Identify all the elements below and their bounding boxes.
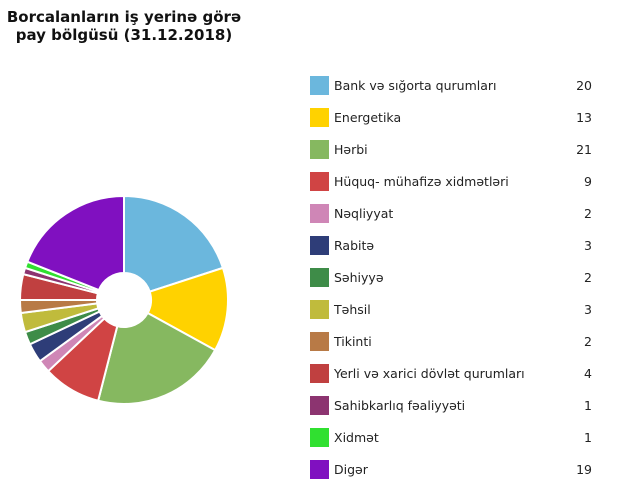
legend-label: Nəqliyyat	[334, 206, 394, 221]
chart-title-line-2: pay bölgüsü (31.12.2018)	[15, 26, 233, 44]
legend-item[interactable]: Səhiyyə 2	[310, 268, 592, 300]
legend-label: Rabitə	[334, 238, 375, 253]
legend-swatch	[310, 364, 329, 383]
legend-item[interactable]: Energetika 13	[310, 108, 592, 140]
legend-value: 2	[584, 334, 592, 349]
legend-swatch	[310, 460, 329, 479]
legend-label: Bank və sığorta qurumları	[334, 78, 497, 93]
legend-label: Hərbi	[334, 142, 368, 157]
legend-item[interactable]: Yerli və xarici dövlət qurumları 4	[310, 364, 592, 396]
legend-label: Digər	[334, 462, 368, 477]
chart-title: Borcalanların iş yerinə görə pay bölgüsü…	[0, 8, 248, 44]
legend-item[interactable]: Təhsil 3	[310, 300, 592, 332]
legend-item[interactable]: Bank və sığorta qurumları 20	[310, 76, 592, 108]
legend-value: 20	[576, 78, 592, 93]
legend-swatch	[310, 268, 329, 287]
legend-swatch	[310, 108, 329, 127]
legend-swatch	[310, 172, 329, 191]
legend-swatch	[310, 332, 329, 351]
pie-slice-1[interactable]	[123, 194, 225, 293]
legend: Bank və sığorta qurumları 20 Energetika …	[310, 76, 592, 492]
legend-value: 9	[584, 174, 592, 189]
legend-item[interactable]: Hüquq- mühafizə xidmətləri 9	[310, 172, 592, 204]
legend-item[interactable]: Digər 19	[310, 460, 592, 492]
legend-value: 2	[584, 270, 592, 285]
pie-slice-3[interactable]	[96, 311, 217, 405]
legend-label: Yerli və xarici dövlət qurumları	[334, 366, 525, 381]
legend-label: Təhsil	[334, 302, 371, 317]
legend-item[interactable]: Xidmət 1	[310, 428, 592, 460]
legend-value: 13	[576, 110, 592, 125]
legend-swatch	[310, 236, 329, 255]
legend-item[interactable]: Nəqliyyat 2	[310, 204, 592, 236]
legend-label: Tikinti	[334, 334, 372, 349]
legend-label: Hüquq- mühafizə xidmətləri	[334, 174, 509, 189]
legend-swatch	[310, 204, 329, 223]
legend-label: Energetika	[334, 110, 402, 125]
legend-swatch	[310, 300, 329, 319]
legend-swatch	[310, 428, 329, 447]
legend-label: Xidmət	[334, 430, 379, 445]
legend-label: Səhiyyə	[334, 270, 384, 285]
legend-label: Sahibkarlıq fəaliyyəti	[334, 398, 466, 413]
legend-value: 21	[576, 142, 592, 157]
legend-item[interactable]: Tikinti 2	[310, 332, 592, 364]
donut-chart	[18, 194, 229, 405]
legend-swatch	[310, 140, 329, 159]
legend-value: 4	[584, 366, 592, 381]
legend-item[interactable]: Hərbi 21	[310, 140, 592, 172]
legend-value: 3	[584, 302, 592, 317]
legend-swatch	[310, 396, 329, 415]
legend-item[interactable]: Rabitə 3	[310, 236, 592, 268]
legend-value: 19	[576, 462, 592, 477]
legend-swatch	[310, 76, 329, 95]
legend-value: 1	[584, 398, 592, 413]
legend-item[interactable]: Sahibkarlıq fəaliyyəti 1	[310, 396, 592, 428]
legend-value: 2	[584, 206, 592, 221]
legend-value: 3	[584, 238, 592, 253]
chart-title-line-1: Borcalanların iş yerinə görə	[6, 8, 242, 26]
pie-slice-13[interactable]	[26, 194, 125, 292]
legend-value: 1	[584, 430, 592, 445]
